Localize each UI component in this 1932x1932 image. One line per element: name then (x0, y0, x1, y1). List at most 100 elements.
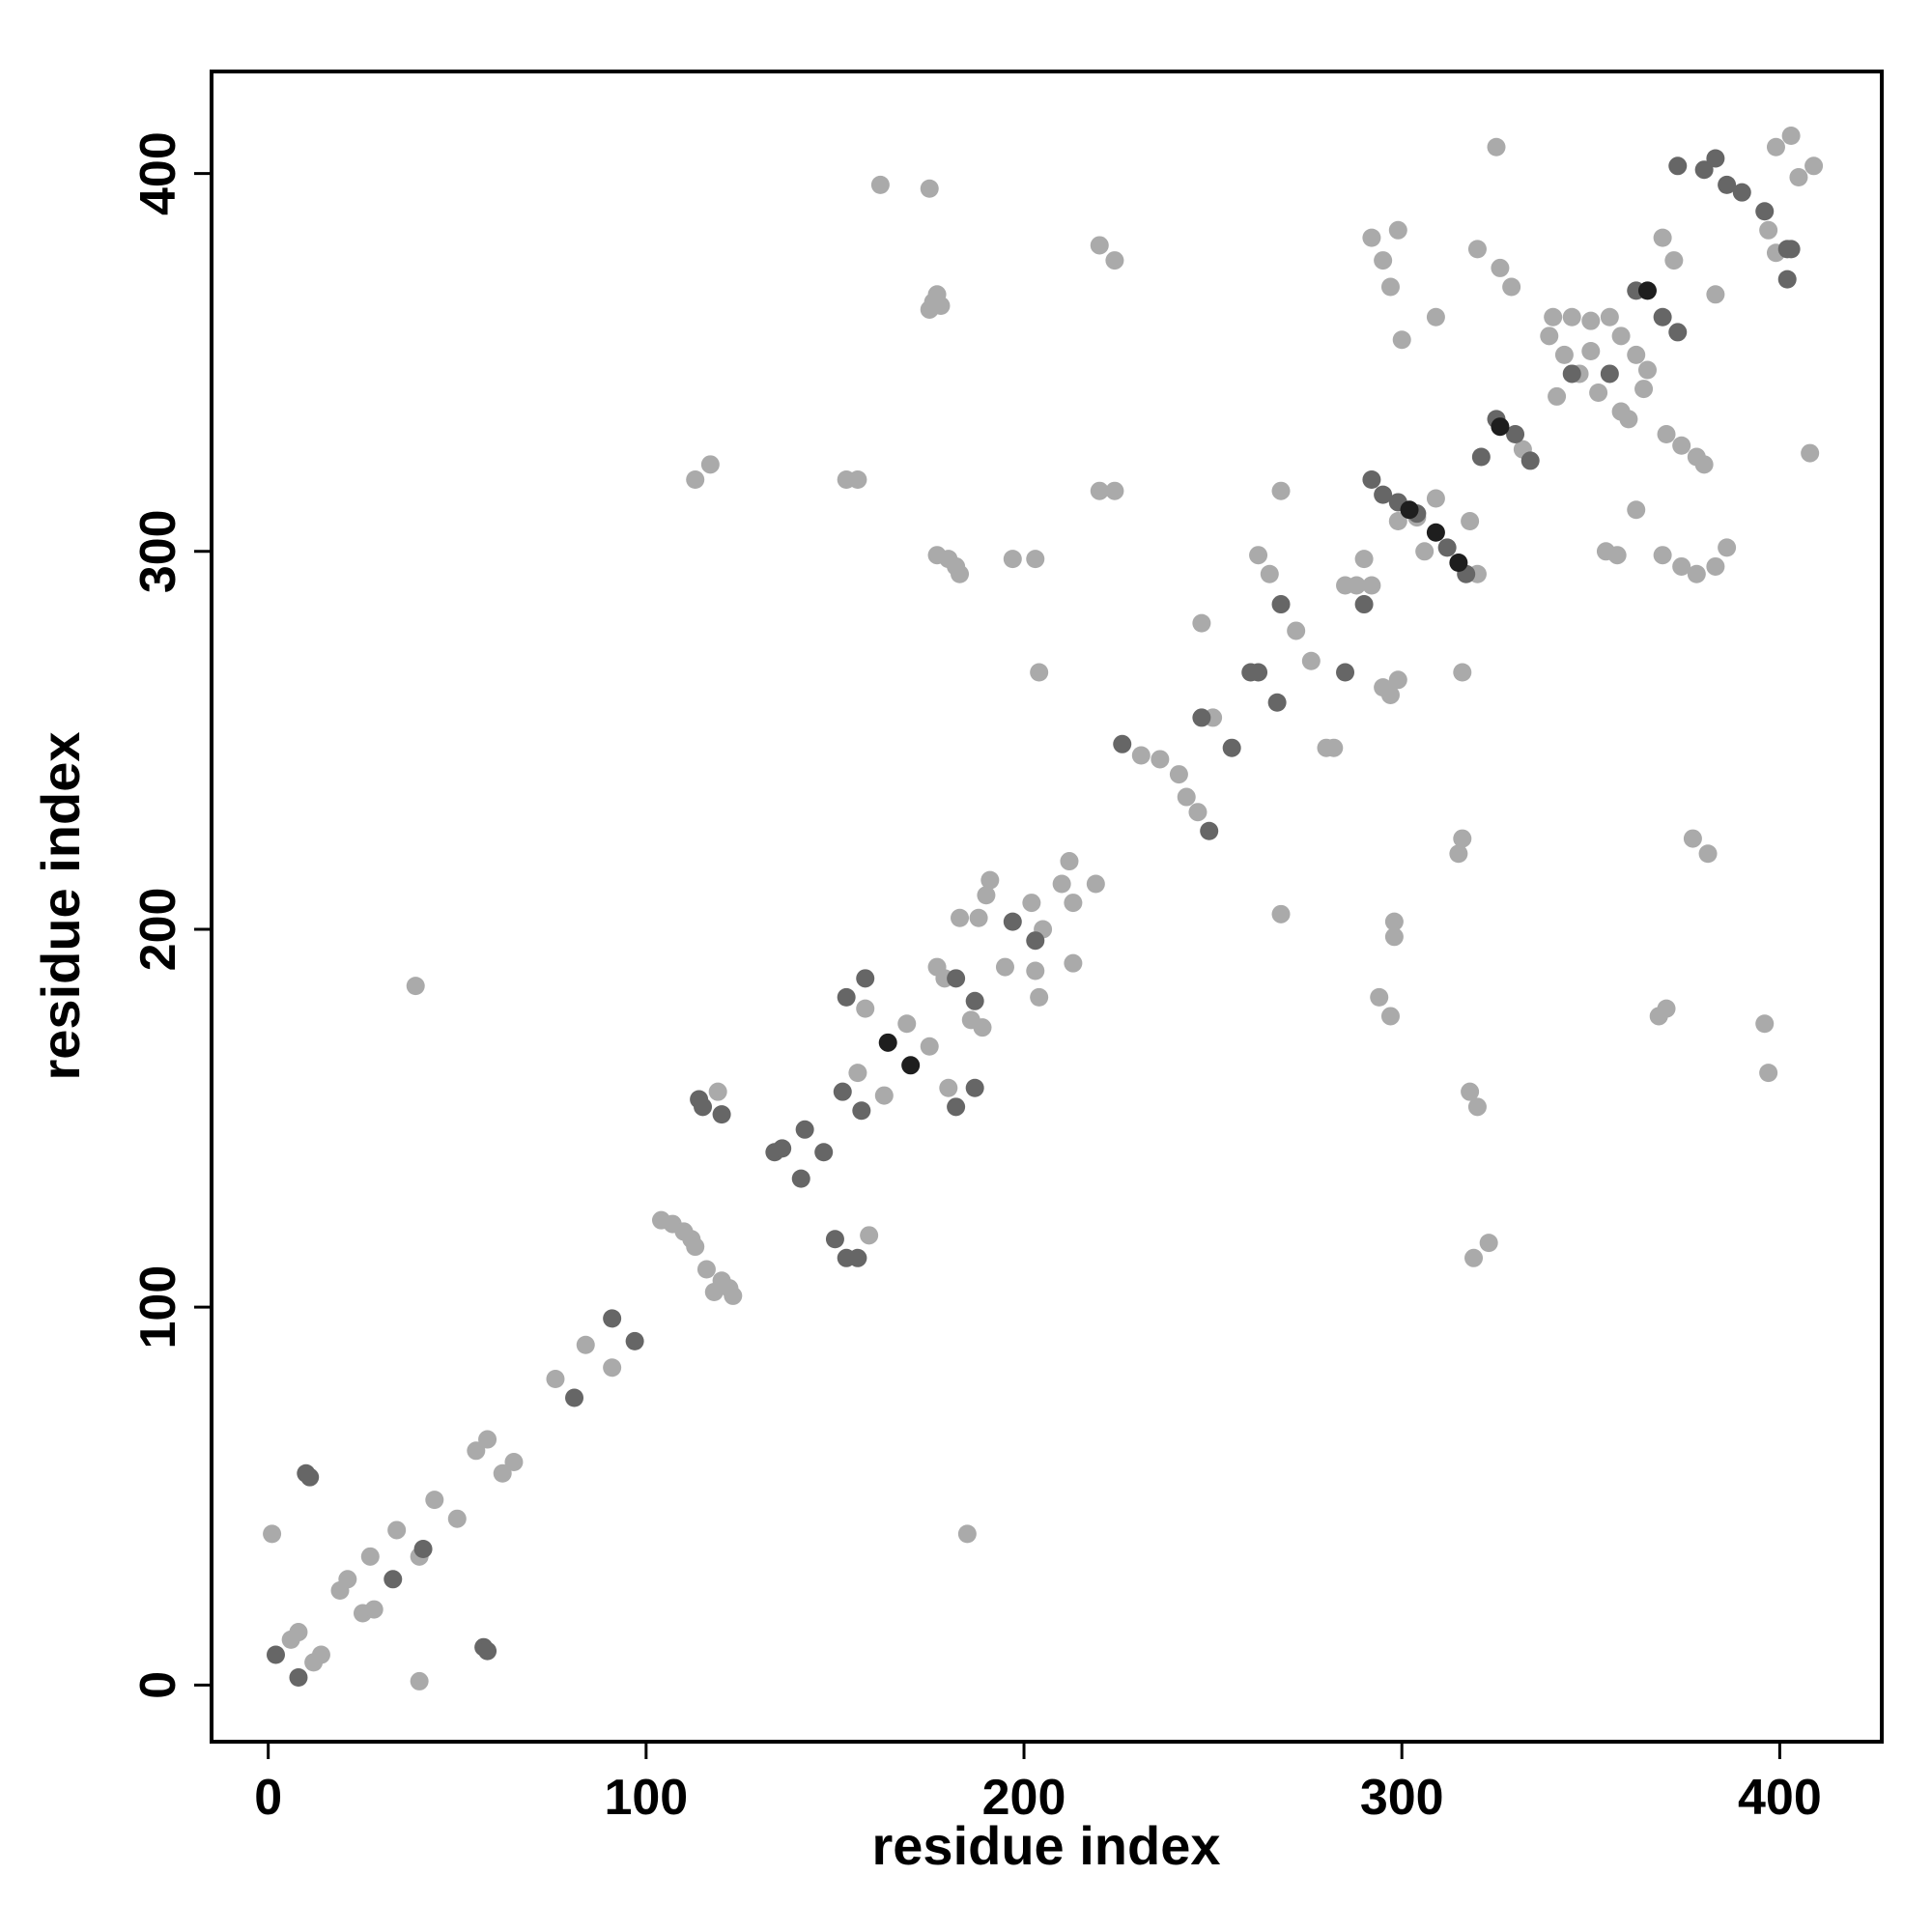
point (1267, 693, 1287, 712)
point (1520, 451, 1540, 470)
point (1611, 327, 1631, 346)
point (1086, 874, 1105, 894)
point (1426, 523, 1445, 542)
point (1113, 734, 1132, 753)
point (920, 299, 939, 319)
point (1589, 384, 1608, 402)
y-axis-label: residue index (30, 731, 91, 1080)
point (1374, 485, 1393, 504)
point (1487, 137, 1506, 156)
point (1581, 341, 1601, 360)
point (686, 1237, 705, 1257)
point (1026, 961, 1045, 980)
point (1687, 564, 1706, 583)
point (1388, 670, 1407, 690)
point (1653, 546, 1672, 565)
point (1600, 307, 1619, 327)
point (1706, 556, 1725, 576)
point (1105, 481, 1124, 500)
point (1461, 1082, 1480, 1101)
point (289, 1623, 308, 1642)
point (478, 1641, 497, 1661)
point (995, 957, 1014, 977)
point (1151, 750, 1170, 769)
point (1801, 443, 1820, 463)
point (1732, 183, 1751, 202)
point (289, 1668, 308, 1687)
point (920, 1037, 939, 1056)
point (1022, 894, 1041, 913)
point (980, 870, 1000, 890)
point (1759, 220, 1778, 240)
point (1131, 746, 1151, 765)
point (1491, 258, 1510, 277)
point (1600, 364, 1619, 384)
point (1657, 999, 1676, 1018)
point (504, 1453, 524, 1472)
point (1301, 651, 1321, 670)
point (406, 977, 425, 996)
point (773, 1139, 792, 1158)
point (603, 1309, 622, 1328)
point (1026, 931, 1045, 951)
point (977, 886, 996, 905)
point (1781, 240, 1801, 259)
point (1388, 220, 1407, 240)
point (1502, 277, 1521, 297)
point (860, 1226, 879, 1245)
point (1755, 1014, 1775, 1034)
point (712, 1105, 731, 1124)
point (338, 1570, 357, 1589)
point (795, 1120, 814, 1139)
point (1634, 380, 1654, 399)
point (1105, 251, 1124, 270)
point (1781, 127, 1801, 145)
point (694, 1097, 713, 1117)
point (833, 1082, 852, 1101)
point (951, 564, 970, 583)
point (951, 908, 970, 927)
point (1437, 538, 1457, 557)
point (1672, 436, 1691, 455)
point (1453, 663, 1472, 682)
point (1627, 345, 1646, 364)
point (1637, 281, 1657, 300)
point (1479, 1234, 1498, 1253)
point (387, 1520, 407, 1540)
point (1657, 425, 1676, 444)
point (1026, 550, 1045, 569)
point (1637, 360, 1657, 380)
point (700, 455, 720, 474)
point (1766, 137, 1785, 156)
point (856, 969, 875, 988)
point (1188, 803, 1208, 822)
point (1060, 852, 1079, 871)
point (1249, 546, 1268, 565)
point (897, 1014, 917, 1034)
point (1718, 175, 1737, 194)
point (1627, 500, 1646, 520)
x-tick-label: 100 (604, 1770, 688, 1826)
point (947, 1097, 966, 1117)
point (791, 1169, 810, 1188)
point (1064, 894, 1083, 913)
y-tick-label: 300 (130, 509, 186, 593)
point (1362, 469, 1381, 489)
point (1003, 550, 1022, 569)
point (1003, 912, 1022, 931)
point (1177, 787, 1196, 807)
point (1653, 307, 1672, 327)
point (263, 1524, 282, 1544)
x-axis-label: residue index (871, 1815, 1220, 1876)
point (848, 1064, 867, 1083)
point (901, 1056, 921, 1075)
point (1030, 987, 1049, 1007)
point (1362, 228, 1381, 247)
point (1388, 512, 1407, 530)
point (1698, 844, 1718, 864)
point (478, 1430, 497, 1449)
point (1200, 821, 1219, 840)
point (848, 469, 867, 489)
point (1694, 455, 1714, 474)
point (1324, 738, 1344, 757)
